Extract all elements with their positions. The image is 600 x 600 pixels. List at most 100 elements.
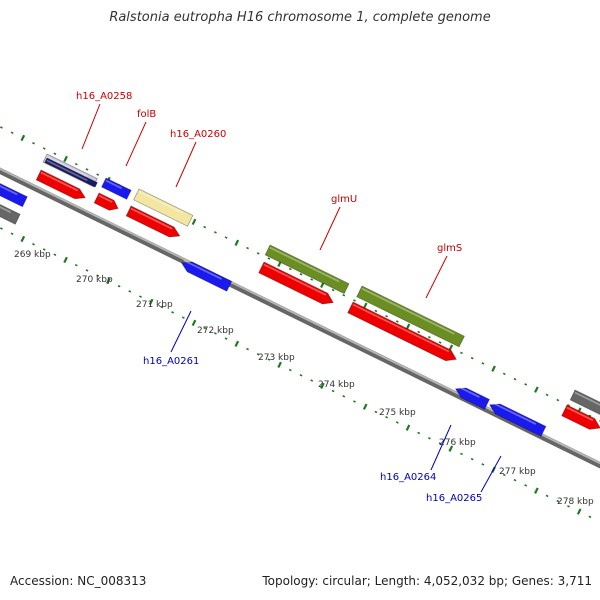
scale-tick: [448, 445, 454, 452]
scale-label: 278 kbp: [557, 497, 594, 507]
scale-tick: [320, 382, 325, 389]
scale-tick: [63, 155, 68, 163]
gene-shine: [138, 190, 184, 214]
scale-tick: [42, 147, 46, 150]
scale-tick: [191, 319, 197, 327]
scale-tick: [32, 141, 35, 145]
gene-labels: h16_A0258 folB h16_A0260 glmU glmS h16_A0261h…: [76, 91, 502, 504]
gene-shine: [457, 385, 480, 398]
scale-tick: [502, 473, 506, 477]
scale-tick: [460, 351, 463, 355]
scale-tick: [53, 152, 57, 155]
gene-right-grey[interactable]: [569, 389, 600, 418]
scale-tick: [148, 298, 154, 306]
scale-label: 275 kbp: [379, 408, 416, 418]
scale-tick: [85, 269, 89, 272]
gene-shine: [491, 401, 537, 425]
scale-tick: [181, 316, 185, 319]
gene-folb-box[interactable]: [101, 177, 132, 200]
gene-label-leader: [480, 455, 502, 493]
gene-shine: [566, 406, 594, 422]
gene-label: h16_A0258: [76, 91, 132, 102]
scale-tick: [567, 505, 570, 508]
scale-label: 273 kbp: [258, 353, 295, 363]
scale-tick: [545, 494, 549, 498]
scale-tick: [491, 365, 496, 372]
scale-tick: [310, 379, 314, 382]
scale-tick: [267, 257, 271, 260]
scale-tick: [299, 273, 303, 276]
gene-label: folB: [137, 109, 156, 120]
cds-h16-a0260[interactable]: [125, 205, 181, 238]
gene-shine: [130, 207, 173, 230]
scale-tick: [470, 457, 474, 461]
scale-tick: [106, 277, 111, 285]
gene-h16-a0265[interactable]: [488, 403, 547, 437]
scale-label: 277 kbp: [499, 467, 536, 477]
genome-summary-text: Topology: circular; Length: 4,052,032 bp…: [262, 574, 592, 588]
gene-left-grey[interactable]: [0, 202, 21, 225]
gene-shine: [574, 391, 600, 406]
scale-tick: [331, 389, 335, 393]
cds-glms[interactable]: [347, 301, 457, 362]
scale-tick: [0, 126, 3, 129]
scale-tick: [32, 242, 35, 246]
scale-tick: [85, 168, 89, 171]
scale-tick: [246, 246, 249, 250]
scale-tick: [534, 487, 539, 494]
scale-tick: [96, 274, 100, 277]
gene-label: h16_A0265: [426, 493, 482, 504]
gene-shine: [352, 303, 450, 353]
scale-tick: [139, 295, 142, 298]
gene-label-leader: [430, 424, 452, 471]
cds-right[interactable]: [561, 404, 600, 430]
scale-tick: [160, 305, 164, 309]
scale-tick: [385, 415, 389, 419]
gene-glms-box[interactable]: [356, 285, 465, 348]
gene-h16-a0264[interactable]: [454, 387, 490, 410]
gene-label: h16_A0260: [170, 129, 226, 140]
gene-shine: [269, 246, 340, 283]
scale-tick: [405, 424, 411, 431]
scale-tick: [0, 227, 3, 230]
cds-glmu[interactable]: [258, 261, 334, 305]
gene-shine: [105, 179, 122, 190]
gene-left-blue[interactable]: [0, 181, 28, 208]
scale-tick: [20, 235, 26, 243]
scale-labels: 269 kbp 270 kbp 271 kbp 272 kbp 273 kbp 274 k…: [14, 250, 594, 507]
scale-tick: [53, 253, 57, 256]
gene-label: h16_A0264: [380, 472, 436, 483]
scale-label: 276 kbp: [439, 438, 476, 448]
scale-tick: [96, 173, 100, 176]
gene-label-leader: [170, 310, 192, 353]
scale-tick: [576, 508, 582, 515]
gene-shine: [98, 194, 113, 203]
scale-tick: [288, 267, 292, 271]
scale-tick: [10, 131, 14, 134]
scale-tick: [545, 393, 549, 397]
scale-tick: [588, 515, 592, 519]
accession-text: Accession: NC_008313: [10, 574, 147, 588]
scale-tick: [256, 353, 260, 356]
scale-tick: [385, 314, 389, 318]
scale-tick: [427, 436, 431, 440]
gene-features[interactable]: [0, 153, 600, 437]
scale-tick: [10, 232, 14, 235]
gene-shine: [40, 171, 79, 192]
gene-h16-a0260-box[interactable]: [133, 188, 194, 227]
scale-tick: [331, 288, 335, 292]
gene-shine: [46, 159, 88, 182]
scale-tick: [556, 499, 560, 503]
gene-glmu-box[interactable]: [264, 244, 350, 295]
gene-label-leader: [125, 121, 147, 167]
scale-tick: [74, 263, 78, 267]
cds-h16-a0258[interactable]: [35, 169, 86, 200]
gene-h16-a0261[interactable]: [180, 261, 233, 292]
scale-tick: [63, 256, 68, 264]
scale-tick: [534, 386, 539, 393]
cds-folb[interactable]: [93, 192, 119, 211]
scale-label: 270 kbp: [76, 275, 113, 285]
scale-ticks: [0, 126, 600, 519]
scale-tick: [374, 410, 378, 414]
gene-h16-a0258[interactable]: [44, 157, 98, 188]
